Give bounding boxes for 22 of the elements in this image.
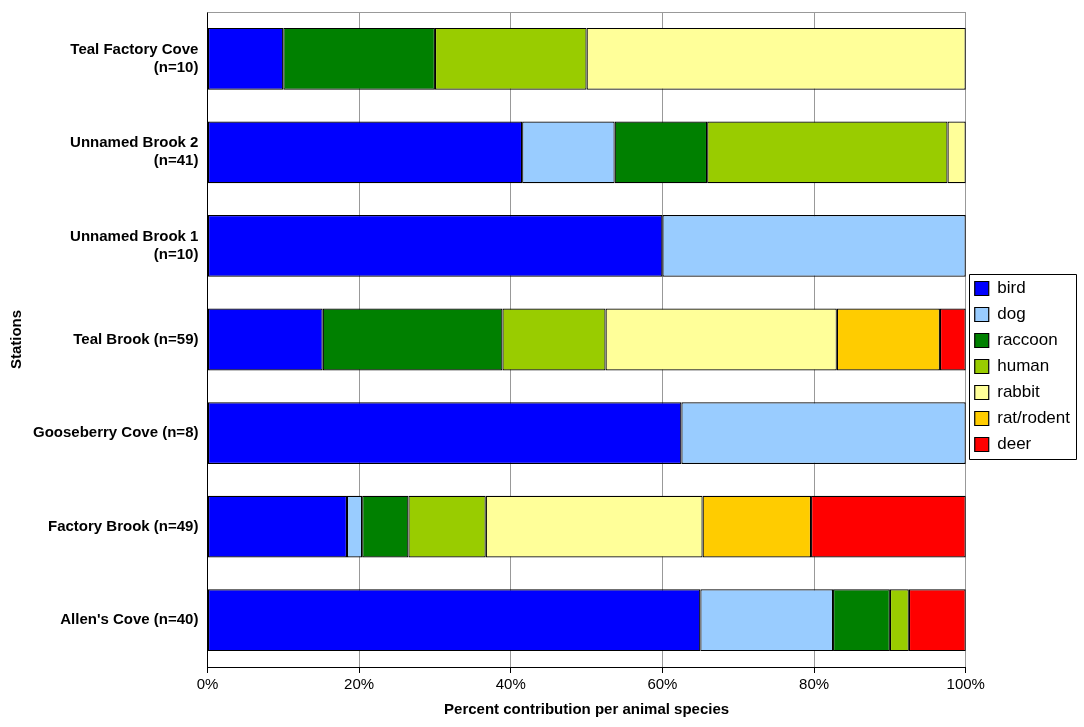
- legend-label: deer: [997, 434, 1032, 454]
- y-tick-label: Teal Factory Cove (n=10): [70, 39, 199, 75]
- x-tick-label: 80%: [799, 675, 830, 693]
- y-tick-label: Unnamed Brook 2 (n=41): [70, 133, 199, 169]
- legend-label: rat/rodent: [997, 408, 1071, 428]
- y-axis-title: Stations: [7, 309, 25, 370]
- y-tick-label: Factory Brook (n=49): [48, 516, 199, 534]
- legend-label: bird: [997, 278, 1026, 298]
- x-tick-label: 0%: [196, 675, 219, 693]
- x-axis-title: Percent contribution per animal species: [444, 700, 730, 718]
- x-tick-label: 40%: [495, 675, 526, 693]
- x-tick-label: 60%: [647, 675, 678, 693]
- legend-label: dog: [997, 304, 1026, 324]
- legend-label: human: [997, 356, 1050, 376]
- y-tick-label: Teal Brook (n=59): [73, 329, 199, 347]
- legend-label: rabbit: [997, 382, 1041, 402]
- y-tick-label: Unnamed Brook 1 (n=10): [70, 227, 199, 263]
- x-tick-label: 100%: [946, 675, 985, 693]
- y-tick-label: Allen's Cove (n=40): [60, 610, 199, 628]
- legend-label: raccoon: [997, 330, 1058, 350]
- x-tick-label: 20%: [344, 675, 375, 693]
- y-tick-label: Gooseberry Cove (n=8): [33, 423, 199, 441]
